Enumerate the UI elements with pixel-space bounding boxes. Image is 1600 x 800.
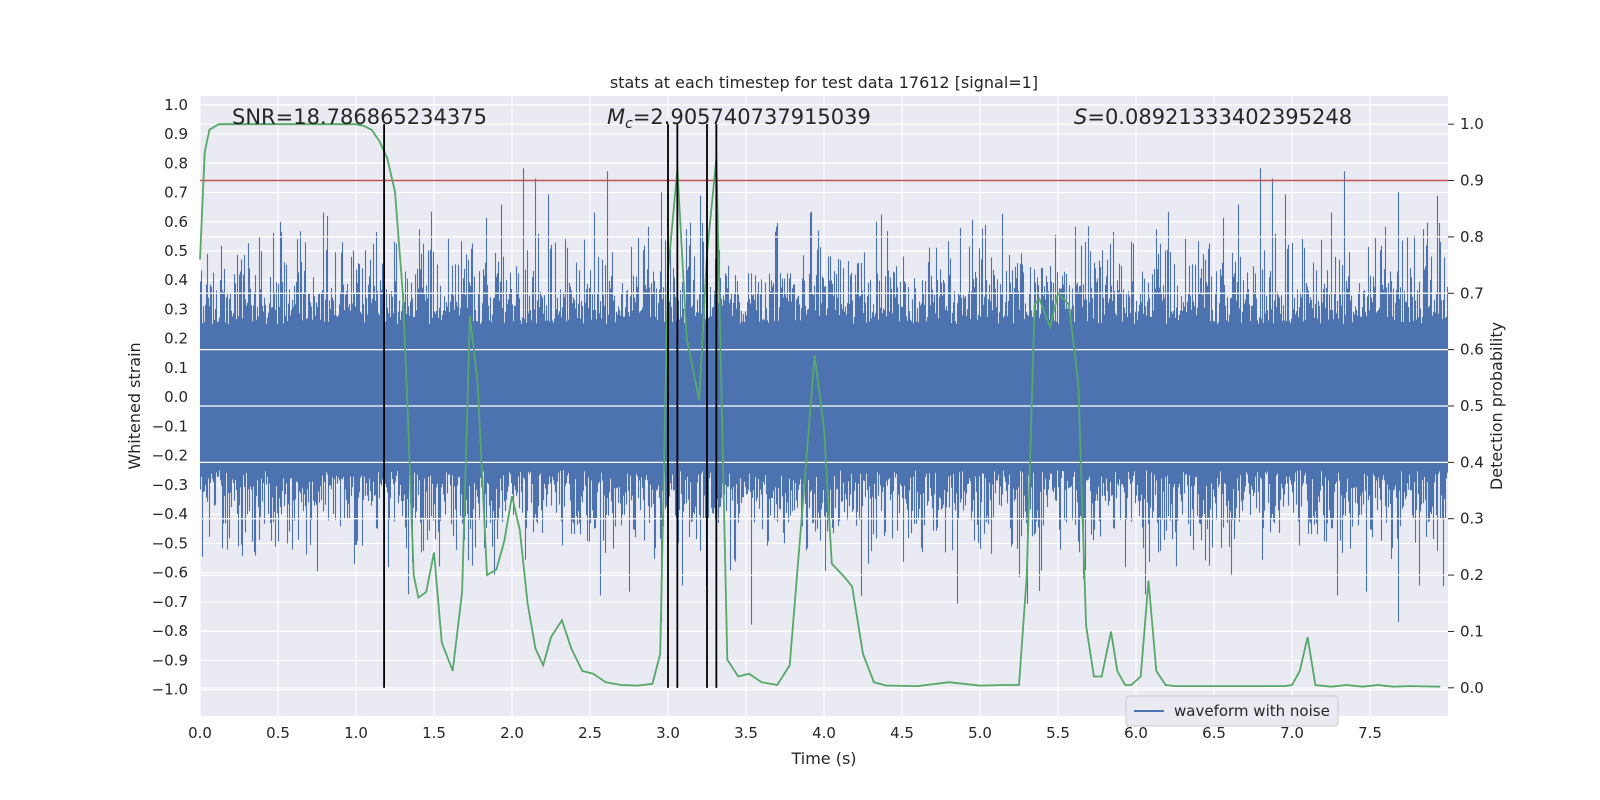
y-left-tick-label: −0.1 xyxy=(152,417,188,435)
x-tick-label: 2.5 xyxy=(578,724,602,742)
x-tick-label: 6.0 xyxy=(1124,724,1148,742)
y-left-tick-label: 0.2 xyxy=(164,330,188,348)
y-right-tick-label: 0.9 xyxy=(1460,172,1484,190)
y-left-tick-label: −0.4 xyxy=(152,505,188,523)
y-left-tick-label: −0.3 xyxy=(152,476,188,494)
x-tick-label: 7.0 xyxy=(1280,724,1304,742)
chirp-mass-value: =2.905740737915039 xyxy=(633,105,871,129)
y-right-axis-ticks: 1.0 0.9 0.8 0.7 0.6 0.5 0.4 0.3 0.2 0.1 0.0 xyxy=(1448,115,1484,697)
y-right-axis-label: Detection probability xyxy=(1487,322,1506,490)
y-right-tick-label: 0.7 xyxy=(1460,284,1484,302)
chirp-mass-subscript: c xyxy=(625,116,633,132)
y-left-tick-label: 0.3 xyxy=(164,300,188,318)
y-left-tick-label: −0.2 xyxy=(152,447,188,465)
y-left-tick-label: 0.6 xyxy=(164,213,188,231)
s-annotation: S=0.08921333402395248 xyxy=(1074,105,1352,129)
x-tick-label: 2.0 xyxy=(500,724,524,742)
x-tick-label: 5.5 xyxy=(1046,724,1070,742)
waveform-with-noise-series xyxy=(199,168,1449,625)
x-tick-label: 7.5 xyxy=(1358,724,1382,742)
legend: waveform with noise xyxy=(1125,695,1339,727)
detection-probability-series xyxy=(199,123,1441,688)
y-left-tick-label: −0.5 xyxy=(152,534,188,552)
y-right-tick-label: 0.8 xyxy=(1460,228,1484,246)
y-right-tick-label: 0.1 xyxy=(1460,622,1484,640)
legend-label-waveform: waveform with noise xyxy=(1174,702,1330,720)
x-tick-label: 3.0 xyxy=(656,724,680,742)
y-left-tick-label: 0.0 xyxy=(164,388,188,406)
x-tick-label: 1.0 xyxy=(344,724,368,742)
y-left-tick-label: −0.6 xyxy=(152,564,188,582)
y-left-tick-label: 0.8 xyxy=(164,154,188,172)
x-axis-ticks: 0.0 0.5 1.0 1.5 2.0 2.5 3.0 3.5 4.0 4.5 5.0 5.5 6.0 6… xyxy=(188,724,1382,742)
legend-box xyxy=(1125,695,1339,727)
chart-title: stats at each timestep for test data 176… xyxy=(610,73,1038,92)
x-tick-label: 0.0 xyxy=(188,724,212,742)
x-tick-label: 4.0 xyxy=(812,724,836,742)
x-tick-label: 4.5 xyxy=(890,724,914,742)
y-left-tick-label: −0.9 xyxy=(152,651,188,669)
x-axis-label: Time (s) xyxy=(790,749,856,768)
y-left-tick-label: −1.0 xyxy=(152,681,188,699)
y-left-tick-label: 0.5 xyxy=(164,242,188,260)
y-left-tick-label: 0.9 xyxy=(164,125,188,143)
y-right-tick-label: 0.6 xyxy=(1460,341,1484,359)
vertical-markers xyxy=(383,124,718,688)
y-left-tick-label: −0.7 xyxy=(152,593,188,611)
y-left-tick-label: −0.8 xyxy=(152,622,188,640)
y-right-tick-label: 1.0 xyxy=(1460,115,1484,133)
y-right-tick-label: 0.0 xyxy=(1460,679,1484,697)
y-left-tick-label: 1.0 xyxy=(164,96,188,114)
snr-annotation: SNR=18.786865234375 xyxy=(232,105,487,129)
waveform-path xyxy=(199,168,1449,625)
y-left-tick-label: 0.1 xyxy=(164,359,188,377)
x-tick-label: 6.5 xyxy=(1202,724,1226,742)
x-tick-label: 3.5 xyxy=(734,724,758,742)
x-tick-label: 1.5 xyxy=(422,724,446,742)
y-right-tick-label: 0.3 xyxy=(1460,510,1484,528)
y-left-tick-label: 0.7 xyxy=(164,184,188,202)
y-right-tick-label: 0.5 xyxy=(1460,397,1484,415)
y-left-tick-label: 0.4 xyxy=(164,271,188,289)
y-right-tick-label: 0.2 xyxy=(1460,566,1484,584)
s-value: =0.08921333402395248 xyxy=(1087,105,1352,129)
chirp-mass-annotation: Mc=2.905740737915039 xyxy=(607,105,871,132)
s-symbol: S xyxy=(1074,105,1087,129)
y-left-axis-label: Whitened strain xyxy=(125,342,144,469)
chirp-mass-symbol: M xyxy=(607,105,625,129)
y-right-tick-label: 0.4 xyxy=(1460,453,1484,471)
y-left-axis-ticks: 1.0 0.9 0.8 0.7 0.6 0.5 0.4 0.3 0.2 0.1 0.0 −0.1 −0.… xyxy=(152,96,188,699)
x-tick-label: 5.0 xyxy=(968,724,992,742)
x-tick-label: 0.5 xyxy=(266,724,290,742)
